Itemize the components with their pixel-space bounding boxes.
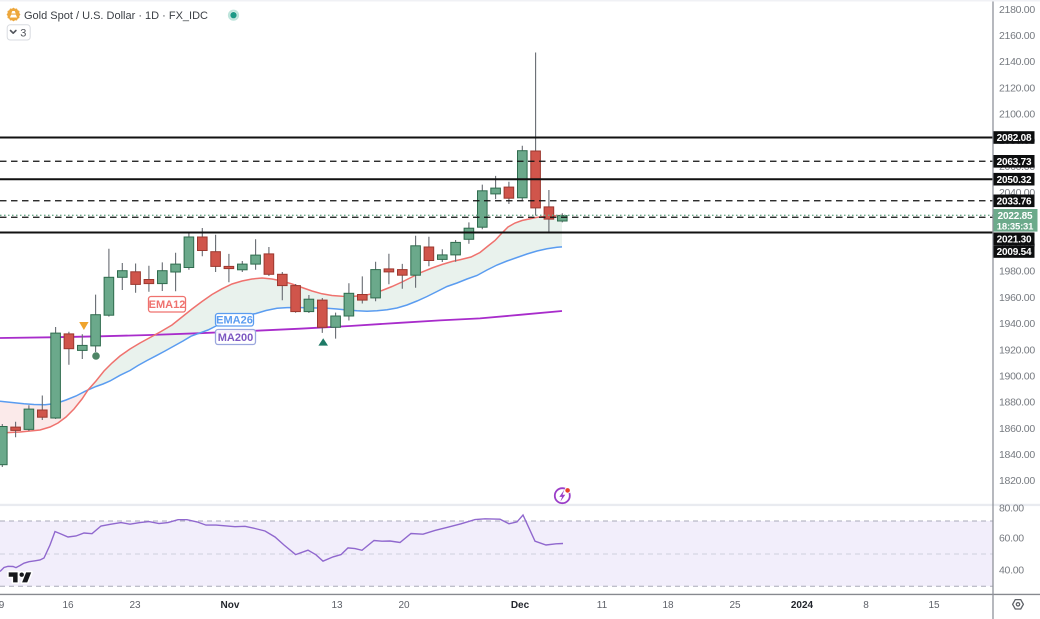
svg-text:EMA12: EMA12 [149,299,186,311]
svg-text:1920.00: 1920.00 [999,344,1035,356]
svg-text:18:35:31: 18:35:31 [997,222,1034,233]
svg-text:23: 23 [129,600,141,611]
svg-text:25: 25 [729,600,741,611]
svg-text:2063.73: 2063.73 [997,157,1032,168]
svg-text:Gold Spot / U.S. Dollar · 1D ·: Gold Spot / U.S. Dollar · 1D · FX_IDC [24,10,208,22]
svg-text:2033.76: 2033.76 [997,196,1032,207]
svg-text:16: 16 [62,600,74,611]
svg-text:1980.00: 1980.00 [999,266,1035,278]
svg-text:MA200: MA200 [218,332,253,344]
svg-text:9: 9 [0,600,5,611]
svg-text:1820.00: 1820.00 [999,475,1035,487]
svg-text:2082.08: 2082.08 [997,133,1032,144]
svg-text:Nov: Nov [221,600,240,611]
svg-text:1960.00: 1960.00 [999,292,1035,304]
svg-text:80.00: 80.00 [999,503,1024,515]
svg-text:18: 18 [662,600,674,611]
svg-text:2100.00: 2100.00 [999,109,1035,121]
svg-text:EMA26: EMA26 [216,315,253,327]
svg-text:2120.00: 2120.00 [999,82,1035,94]
svg-text:15: 15 [928,600,940,611]
svg-text:1880.00: 1880.00 [999,397,1035,409]
svg-text:11: 11 [597,600,608,611]
svg-text:1840.00: 1840.00 [999,449,1035,461]
svg-text:3: 3 [20,27,26,39]
svg-text:1940.00: 1940.00 [999,318,1035,330]
svg-text:2140.00: 2140.00 [999,56,1035,68]
svg-text:13: 13 [331,600,343,611]
svg-text:2180.00: 2180.00 [999,4,1035,16]
svg-text:2022.85: 2022.85 [998,211,1033,222]
svg-text:40.00: 40.00 [999,565,1024,577]
svg-text:2050.32: 2050.32 [997,175,1032,186]
svg-text:2009.54: 2009.54 [997,247,1032,258]
svg-text:8: 8 [863,600,869,611]
svg-text:60.00: 60.00 [999,533,1024,545]
svg-text:2160.00: 2160.00 [999,30,1035,42]
svg-text:20: 20 [398,600,410,611]
svg-text:2024: 2024 [791,600,814,611]
svg-text:1860.00: 1860.00 [999,423,1035,435]
svg-text:2021.30: 2021.30 [997,234,1032,245]
svg-text:1900.00: 1900.00 [999,371,1035,383]
svg-text:Dec: Dec [511,600,530,611]
